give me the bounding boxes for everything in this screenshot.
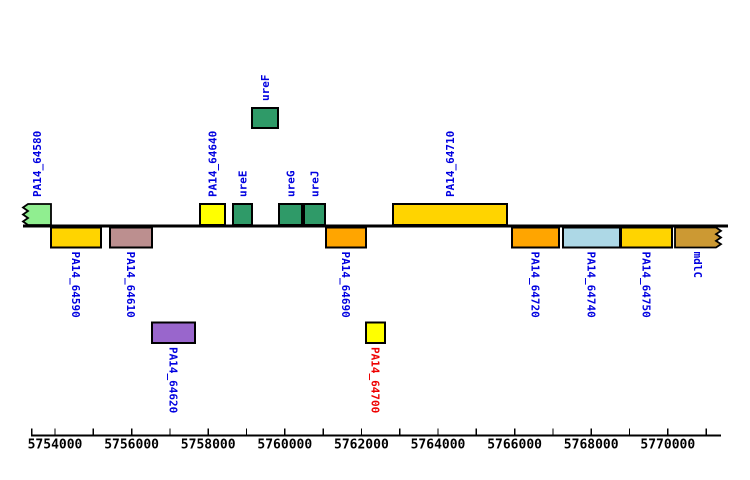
gene-label-ureJ: ureJ: [309, 171, 322, 198]
axis-tick-5755000: [92, 428, 94, 436]
axis-tick-5763000: [399, 428, 401, 436]
gene-label-PA14_64640: PA14_64640: [207, 131, 220, 197]
gene-label-PA14_64700: PA14_64700: [369, 347, 382, 413]
axis-tick-5762000: [360, 428, 363, 436]
axis-tick-5765000: [475, 428, 477, 436]
gene-box-PA14_64690[interactable]: [325, 226, 367, 249]
gene-box-PA14_64640[interactable]: [199, 203, 226, 226]
gene-label-mdlC: mdlC: [691, 252, 704, 279]
axis-tick-5757000: [169, 428, 171, 436]
gene-box-ureJ[interactable]: [303, 203, 326, 226]
axis-label-5756000: 5756000: [104, 438, 159, 453]
axis-tick-5760000: [284, 428, 286, 436]
gene-box-PA14_64750[interactable]: [620, 226, 673, 249]
gene-label-ureF: ureF: [259, 75, 272, 102]
axis-tick-5771000: [705, 428, 707, 436]
axis-endcap: [31, 428, 33, 436]
axis-tick-5754000: [54, 428, 56, 436]
axis-label-5754000: 5754000: [28, 438, 83, 453]
gene-box-ureG[interactable]: [278, 203, 303, 226]
axis-tick-5766000: [513, 428, 516, 436]
axis-line: [31, 434, 721, 437]
axis-tick-5759000: [245, 428, 248, 436]
axis-tick-5769000: [628, 428, 631, 436]
gene-box-mdlC[interactable]: [674, 226, 723, 249]
gene-label-ureG: ureG: [285, 170, 298, 197]
gene-label-PA14_64590: PA14_64590: [69, 252, 82, 318]
gene-label-PA14_64610: PA14_64610: [124, 252, 137, 318]
gene-label-PA14_64720: PA14_64720: [529, 252, 542, 318]
gene-label-PA14_64710: PA14_64710: [444, 131, 457, 197]
gene-label-ureE: ureE: [237, 171, 250, 198]
gene-box-PA14_64610[interactable]: [109, 226, 153, 249]
gene-label-PA14_64750: PA14_64750: [640, 252, 653, 318]
axis-label-5770000: 5770000: [640, 438, 695, 453]
gene-box-PA14_64740[interactable]: [562, 226, 621, 249]
axis-label-5768000: 5768000: [564, 438, 619, 453]
gene-box-ureE[interactable]: [232, 203, 253, 226]
gene-box-PA14_64700[interactable]: [365, 321, 386, 344]
gene-box-ureF[interactable]: [251, 107, 279, 129]
gene-box-PA14_64720[interactable]: [511, 226, 560, 249]
axis-tick-5761000: [322, 428, 324, 436]
axis-tick-5758000: [207, 428, 209, 436]
axis-tick-5756000: [130, 428, 133, 436]
axis-tick-5770000: [667, 428, 669, 436]
axis-label-5758000: 5758000: [181, 438, 236, 453]
axis-label-5766000: 5766000: [487, 438, 542, 453]
axis-label-5764000: 5764000: [411, 438, 466, 453]
gene-label-PA14_64740: PA14_64740: [585, 252, 598, 318]
gene-label-PA14_64580: PA14_64580: [31, 131, 44, 197]
axis-tick-5767000: [552, 428, 554, 436]
genome-backbone-line: [23, 224, 728, 228]
axis-tick-5764000: [437, 428, 439, 436]
gene-box-PA14_64620[interactable]: [151, 321, 196, 344]
gene-label-PA14_64690: PA14_64690: [339, 252, 352, 318]
axis-tick-5768000: [590, 428, 592, 436]
axis-label-5762000: 5762000: [334, 438, 389, 453]
gene-box-PA14_64710[interactable]: [392, 203, 508, 226]
axis-label-5760000: 5760000: [257, 438, 312, 453]
gene-box-PA14_64580[interactable]: [21, 203, 52, 226]
gene-box-PA14_64590[interactable]: [50, 226, 102, 249]
gene-label-PA14_64620: PA14_64620: [167, 347, 180, 413]
